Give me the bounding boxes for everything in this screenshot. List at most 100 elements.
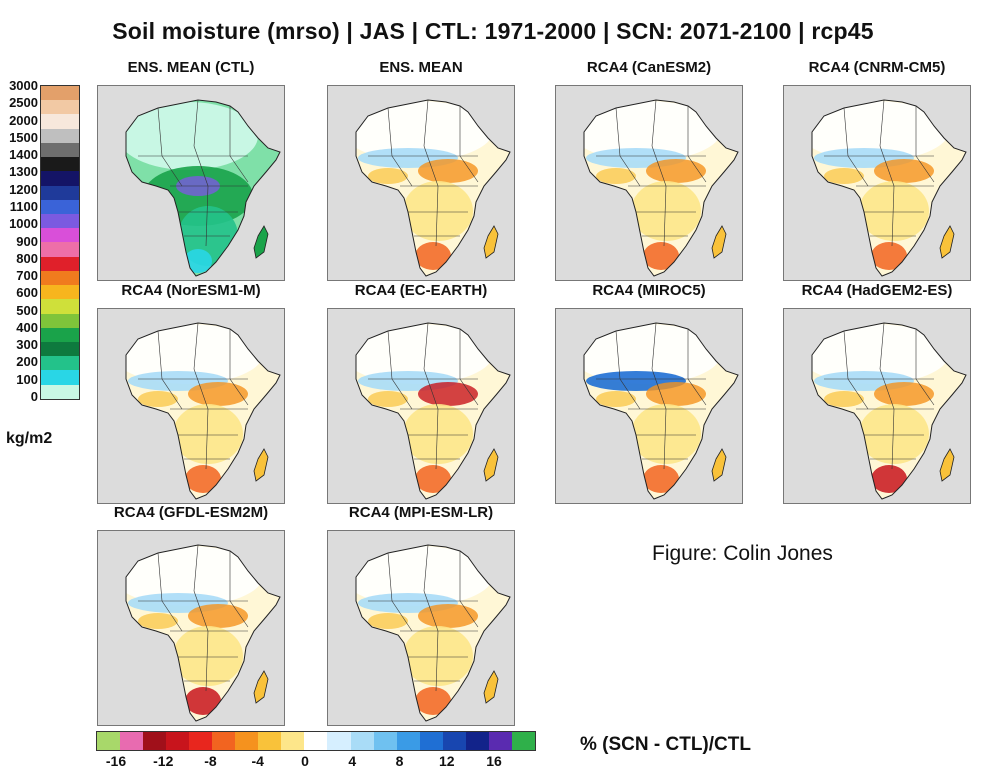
colorbar-tick-label: 1500 bbox=[9, 129, 38, 145]
colorbar-swatch bbox=[166, 732, 190, 750]
map-panel-miroc5: RCA4 (MIROC5) bbox=[555, 282, 743, 504]
map-africa bbox=[327, 85, 515, 281]
map-africa bbox=[783, 85, 971, 281]
colorbar-swatch bbox=[465, 732, 489, 750]
colorbar-swatch bbox=[373, 732, 397, 750]
panel-title: RCA4 (MIROC5) bbox=[592, 282, 706, 299]
colorbar-swatch bbox=[143, 732, 167, 750]
colorbar-swatch bbox=[41, 142, 79, 158]
map-africa bbox=[97, 85, 285, 281]
map-africa bbox=[327, 530, 515, 726]
soil-moisture-colorbar bbox=[40, 85, 80, 400]
panel-title: RCA4 (HadGEM2-ES) bbox=[801, 282, 953, 299]
colorbar-swatch bbox=[442, 732, 466, 750]
colorbar-tick-label: 500 bbox=[16, 302, 38, 318]
colorbar-tick-label: 16 bbox=[486, 753, 502, 769]
anomaly-colorbar-label: % (SCN - CTL)/CTL bbox=[580, 734, 751, 755]
colorbar-tick-label: 1300 bbox=[9, 164, 38, 180]
africa-map-svg bbox=[125, 322, 281, 500]
colorbar-tick-label: 400 bbox=[16, 319, 38, 335]
colorbar-swatch bbox=[41, 185, 79, 200]
colorbar-tick-label: 700 bbox=[16, 268, 38, 284]
colorbar-tick-label: 600 bbox=[16, 285, 38, 301]
colorbar-swatch bbox=[327, 732, 351, 750]
colorbar-swatch bbox=[41, 313, 79, 328]
map-panel-canesm2: RCA4 (CanESM2) bbox=[555, 59, 743, 281]
colorbar-swatch bbox=[41, 384, 79, 399]
colorbar-tick-label: 2000 bbox=[9, 112, 38, 128]
colorbar-swatch bbox=[41, 199, 79, 214]
map-africa bbox=[555, 308, 743, 504]
colorbar-tick-label: 0 bbox=[30, 389, 38, 404]
colorbar-swatch bbox=[41, 128, 79, 143]
figure-title: Soil moisture (mrso) | JAS | CTL: 1971-2… bbox=[112, 18, 874, 44]
colorbar-tick-label: -16 bbox=[105, 753, 127, 769]
colorbar-swatch bbox=[41, 100, 79, 115]
map-africa bbox=[555, 85, 743, 281]
colorbar-swatch bbox=[41, 270, 79, 286]
colorbar-tick-label: -12 bbox=[153, 753, 174, 769]
colorbar-swatch bbox=[258, 732, 282, 750]
colorbar-swatch bbox=[41, 157, 79, 172]
panel-title: RCA4 (NorESM1-M) bbox=[121, 282, 261, 299]
colorbar-tick-label: 8 bbox=[395, 753, 404, 769]
colorbar-swatch bbox=[281, 732, 305, 750]
africa-map-svg bbox=[811, 99, 967, 277]
colorbar-swatch bbox=[488, 732, 512, 750]
colorbar-swatch bbox=[189, 732, 213, 750]
map-africa bbox=[327, 308, 515, 504]
colorbar-swatch bbox=[41, 285, 79, 300]
africa-map-svg bbox=[583, 99, 739, 277]
colorbar-tick-label: -8 bbox=[204, 753, 217, 769]
africa-map-svg bbox=[125, 99, 281, 277]
colorbar-swatch bbox=[212, 732, 236, 750]
anomaly-colorbar bbox=[96, 731, 536, 751]
colorbar-swatch bbox=[41, 299, 79, 314]
map-africa bbox=[783, 308, 971, 504]
colorbar-tick-label: 100 bbox=[16, 371, 38, 387]
map-panel-ens-mean: ENS. MEAN bbox=[327, 59, 515, 281]
panel-title: RCA4 (CanESM2) bbox=[586, 59, 712, 76]
colorbar-swatch bbox=[41, 86, 79, 101]
africa-map-svg bbox=[125, 544, 281, 722]
africa-map-svg bbox=[811, 322, 967, 500]
colorbar-swatch bbox=[41, 327, 79, 342]
colorbar-swatch bbox=[396, 732, 420, 750]
map-panel-noresm1-m: RCA4 (NorESM1-M) bbox=[97, 282, 285, 504]
colorbar-swatch bbox=[41, 228, 79, 243]
colorbar-swatch bbox=[120, 732, 144, 750]
colorbar-swatch bbox=[41, 171, 79, 186]
colorbar-swatch bbox=[41, 114, 79, 129]
colorbar-tick-label: 300 bbox=[16, 337, 38, 353]
colorbar-tick-label: 3000 bbox=[9, 78, 38, 93]
map-panel-ens-mean-ctl: ENS. MEAN (CTL) bbox=[97, 59, 285, 281]
colorbar-unit: kg/m2 bbox=[6, 430, 53, 447]
colorbar-swatch bbox=[235, 732, 259, 750]
panel-title: RCA4 (CNRM-CM5) bbox=[808, 59, 946, 76]
colorbar-swatch bbox=[41, 213, 79, 229]
colorbar-swatch bbox=[419, 732, 443, 750]
colorbar-tick-label: 900 bbox=[16, 233, 38, 249]
colorbar-swatch bbox=[41, 370, 79, 385]
colorbar-swatch bbox=[41, 341, 79, 357]
colorbar-swatch bbox=[41, 256, 79, 271]
colorbar-swatch bbox=[97, 732, 121, 750]
panel-title: ENS. MEAN bbox=[379, 59, 463, 76]
colorbar-tick-label: 1400 bbox=[9, 147, 38, 163]
colorbar-swatch bbox=[511, 732, 535, 750]
panel-title: RCA4 (EC-EARTH) bbox=[354, 282, 488, 299]
panel-title: RCA4 (MPI-ESM-LR) bbox=[348, 504, 494, 521]
colorbar-tick-label: 1200 bbox=[9, 181, 38, 197]
africa-map-svg bbox=[355, 99, 511, 277]
colorbar-tick-label: 1100 bbox=[9, 198, 38, 214]
colorbar-tick-label: 800 bbox=[16, 250, 38, 266]
map-panel-gfdl-esm2m: RCA4 (GFDL-ESM2M) bbox=[97, 504, 285, 726]
map-panel-ec-earth: RCA4 (EC-EARTH) bbox=[327, 282, 515, 504]
africa-map-svg bbox=[355, 322, 511, 500]
colorbar-tick-label: 200 bbox=[16, 354, 38, 370]
colorbar-swatch bbox=[41, 242, 79, 257]
colorbar-swatch bbox=[304, 732, 328, 750]
panel-title: RCA4 (GFDL-ESM2M) bbox=[113, 504, 269, 521]
map-africa bbox=[97, 308, 285, 504]
colorbar-tick-label: 12 bbox=[438, 753, 455, 769]
